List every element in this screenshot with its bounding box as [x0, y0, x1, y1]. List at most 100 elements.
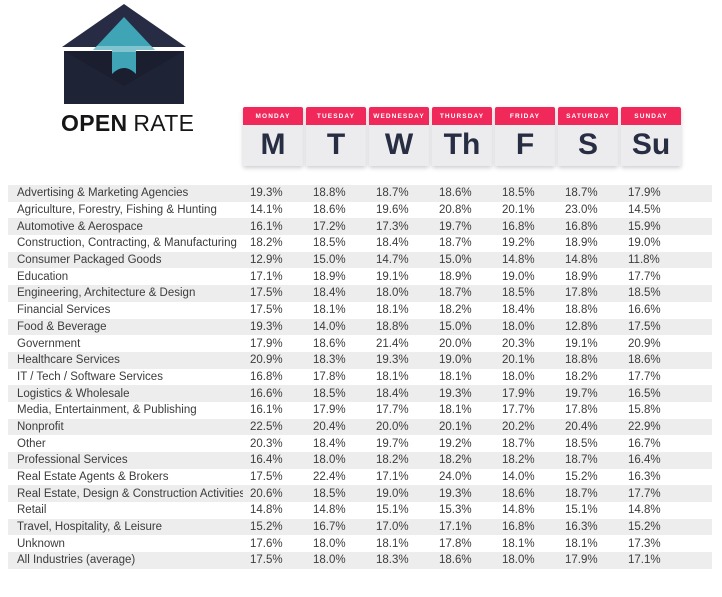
rate-cell: 17.7% [628, 487, 661, 500]
day-tile-wednesday: WEDNESDAY W [369, 107, 429, 166]
rate-cell: 17.2% [313, 220, 346, 233]
rate-cell: 19.2% [502, 237, 535, 250]
table-row: Advertising & Marketing Agencies 19.3% 18.… [8, 185, 712, 202]
table-row: Logistics & Wholesale 16.6% 18.5% 18.4% 19.3… [8, 385, 712, 402]
rate-cell: 19.7% [439, 220, 472, 233]
rate-cell: 18.2% [565, 370, 598, 383]
day-tile-saturday: SATURDAY S [558, 107, 618, 166]
rate-cell: 17.3% [628, 537, 661, 550]
rate-cell: 14.0% [502, 471, 535, 484]
rate-cell: 16.6% [250, 387, 283, 400]
rate-cell: 16.7% [313, 521, 346, 534]
rate-cell: 18.1% [376, 537, 409, 550]
rate-cell: 18.0% [376, 287, 409, 300]
rate-cell: 17.8% [313, 370, 346, 383]
table-row: Healthcare Services 20.9% 18.3% 19.3% 19.0% 2… [8, 351, 712, 369]
rate-cell: 18.7% [565, 187, 598, 200]
rate-cell: 19.6% [376, 204, 409, 217]
rate-cell: 18.6% [502, 487, 535, 500]
rate-cell: 18.1% [565, 537, 598, 550]
rate-cell: 18.3% [313, 354, 346, 367]
industry-label: Unknown [17, 537, 65, 550]
open-rate-table: Advertising & Marketing Agencies 19.3% 18.… [8, 185, 712, 569]
rate-cell: 17.5% [250, 304, 283, 317]
rate-cell: 17.7% [628, 270, 661, 283]
rate-cell: 16.1% [250, 404, 283, 417]
rate-cell: 14.8% [502, 504, 535, 517]
table-row: Media, Entertainment, & Publishing 16.1% 1… [8, 401, 712, 419]
envelope-arrow-logo-icon [62, 4, 186, 104]
rate-cell: 23.0% [565, 204, 598, 217]
industry-label: Real Estate, Design & Construction Activ… [17, 487, 243, 500]
rate-cell: 18.2% [250, 237, 283, 250]
rate-cell: 18.7% [439, 237, 472, 250]
industry-label: All Industries (average) [17, 554, 136, 567]
rate-cell: 16.8% [565, 220, 598, 233]
rate-cell: 16.3% [628, 471, 661, 484]
table-row: Food & Beverage 19.3% 14.0% 18.8% 15.0% 18.0%… [8, 318, 712, 336]
rate-cell: 15.0% [439, 254, 472, 267]
rate-cell: 19.0% [439, 354, 472, 367]
rate-cell: 16.8% [250, 370, 283, 383]
rate-cell: 14.5% [628, 204, 661, 217]
rate-cell: 15.8% [628, 404, 661, 417]
day-tile-letter: T [306, 125, 366, 166]
rate-cell: 17.8% [565, 287, 598, 300]
industry-label: Media, Entertainment, & Publishing [17, 404, 197, 417]
rate-cell: 20.0% [439, 337, 472, 350]
rate-cell: 19.0% [376, 487, 409, 500]
rate-cell: 18.0% [502, 370, 535, 383]
industry-label: Healthcare Services [17, 354, 120, 367]
day-tile-monday: MONDAY M [243, 107, 303, 166]
rate-cell: 18.8% [313, 187, 346, 200]
table-row: Education 17.1% 18.9% 19.1% 18.9% 19.0% 18.9% 1… [8, 268, 712, 286]
industry-label: Travel, Hospitality, & Leisure [17, 521, 163, 534]
rate-cell: 18.5% [313, 237, 346, 250]
rate-cell: 18.6% [439, 554, 472, 567]
rate-cell: 15.2% [565, 471, 598, 484]
rate-cell: 18.2% [502, 454, 535, 467]
rate-cell: 14.8% [313, 504, 346, 517]
rate-cell: 19.0% [628, 237, 661, 250]
industry-label: Financial Services [17, 304, 111, 317]
rate-cell: 19.0% [502, 270, 535, 283]
industry-label: Other [17, 437, 46, 450]
rate-cell: 17.5% [250, 471, 283, 484]
rate-cell: 17.6% [250, 537, 283, 550]
rate-cell: 16.7% [628, 437, 661, 450]
table-row: Construction, Contracting, & Manufacturi… [8, 235, 712, 252]
rate-cell: 17.5% [250, 287, 283, 300]
rate-cell: 19.3% [250, 320, 283, 333]
day-tile-name: THURSDAY [432, 107, 492, 125]
rate-cell: 22.9% [628, 420, 661, 433]
rate-cell: 20.3% [250, 437, 283, 450]
rate-cell: 18.4% [313, 287, 346, 300]
day-tile-name: FRIDAY [495, 107, 555, 125]
rate-cell: 15.2% [628, 521, 661, 534]
industry-label: Agriculture, Forestry, Fishing & Hunting [17, 204, 217, 217]
rate-cell: 20.8% [439, 204, 472, 217]
day-tiles: MONDAY M TUESDAY T WEDNESDAY W THURSDAY Th FRIDA… [243, 107, 681, 166]
brand-title-rate: RATE [133, 110, 195, 136]
rate-cell: 16.3% [565, 521, 598, 534]
day-tile-letter: Th [432, 125, 492, 166]
rate-cell: 17.1% [439, 521, 472, 534]
industry-label: Education [17, 270, 69, 283]
rate-cell: 20.3% [502, 337, 535, 350]
rate-cell: 18.7% [502, 437, 535, 450]
rate-cell: 19.1% [376, 270, 409, 283]
rate-cell: 18.0% [313, 454, 346, 467]
rate-cell: 20.1% [502, 204, 535, 217]
rate-cell: 20.1% [439, 420, 472, 433]
rate-cell: 20.0% [376, 420, 409, 433]
rate-cell: 18.4% [376, 237, 409, 250]
day-tile-name: SATURDAY [558, 107, 618, 125]
table-row: Retail 14.8% 14.8% 15.1% 15.3% 14.8% 15.1% 14.8… [8, 502, 712, 519]
rate-cell: 18.6% [628, 354, 661, 367]
rate-cell: 11.8% [628, 254, 660, 267]
rate-cell: 15.0% [439, 320, 472, 333]
rate-cell: 18.4% [502, 304, 535, 317]
rate-cell: 18.6% [439, 187, 472, 200]
rate-cell: 18.9% [313, 270, 346, 283]
